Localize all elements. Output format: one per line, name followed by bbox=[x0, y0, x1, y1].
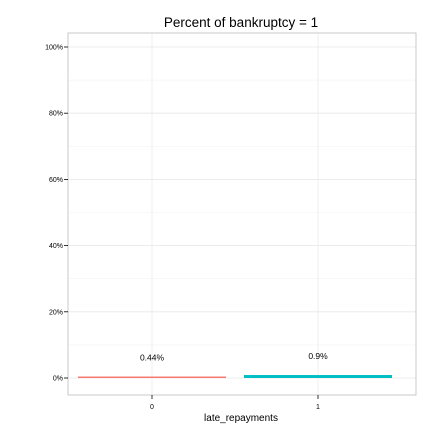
data-label-1: 0.9% bbox=[308, 351, 328, 361]
x-tick-label: 0 bbox=[150, 404, 154, 411]
bar-1 bbox=[244, 375, 392, 378]
data-labels: 0.44% 0.9% bbox=[140, 351, 328, 363]
y-tick-label: 20% bbox=[49, 309, 63, 316]
y-axis: 0% 20% 40% 60% 80% 100% bbox=[45, 45, 68, 383]
y-tick-label: 0% bbox=[53, 376, 63, 383]
data-label-0: 0.44% bbox=[140, 353, 165, 363]
y-tick-label: 80% bbox=[49, 111, 63, 118]
y-tick-label: 60% bbox=[49, 177, 63, 184]
x-tick-label: 1 bbox=[316, 404, 320, 411]
chart-title: Percent of bankruptcy = 1 bbox=[164, 15, 318, 30]
bar-marks bbox=[78, 375, 392, 378]
x-axis-title: late_repayments bbox=[204, 413, 278, 424]
bar-0 bbox=[78, 376, 226, 378]
y-tick-label: 100% bbox=[45, 45, 63, 52]
y-tick-label: 40% bbox=[49, 243, 63, 250]
plot-frame bbox=[67, 32, 417, 396]
